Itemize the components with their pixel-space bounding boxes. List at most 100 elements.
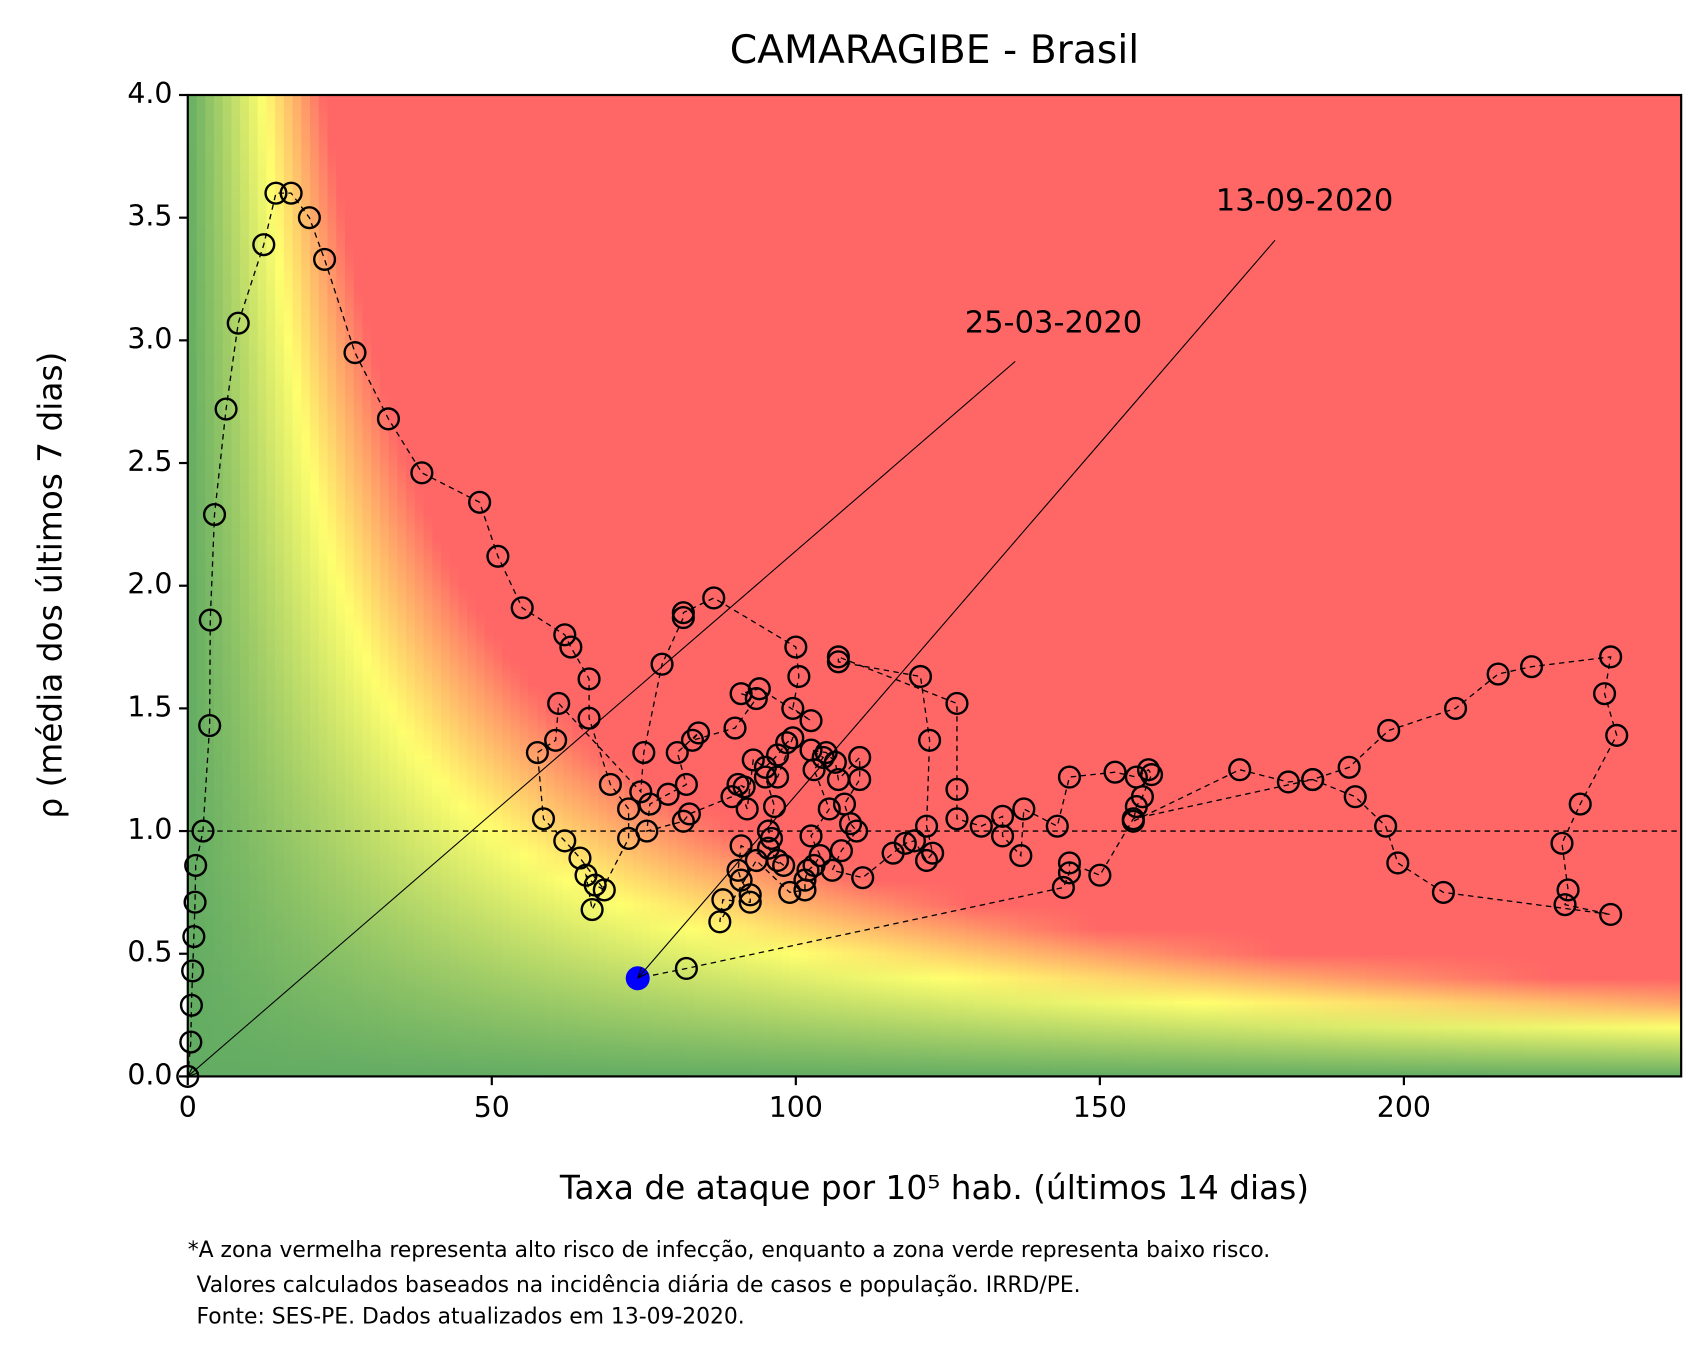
point xyxy=(553,829,577,853)
point xyxy=(671,809,695,833)
point xyxy=(510,596,534,620)
point xyxy=(656,782,680,806)
point xyxy=(598,772,622,797)
point xyxy=(1057,851,1082,875)
point xyxy=(632,740,656,765)
point xyxy=(1599,645,1623,669)
point xyxy=(1486,662,1510,686)
y-tick-label: 0.5 xyxy=(127,936,172,969)
point xyxy=(848,767,872,792)
point xyxy=(1605,723,1629,747)
point xyxy=(945,777,969,801)
point xyxy=(1301,767,1325,792)
point xyxy=(708,910,732,934)
point xyxy=(787,664,811,689)
point xyxy=(799,738,823,762)
point xyxy=(214,397,238,421)
point xyxy=(1124,794,1148,819)
point xyxy=(738,883,762,907)
point xyxy=(547,691,571,716)
chart-title: CAMARAGIBE - Brasil xyxy=(730,28,1140,73)
y-tick-label: 2.0 xyxy=(127,568,172,601)
point xyxy=(893,831,917,855)
point xyxy=(808,844,832,868)
point xyxy=(313,247,337,271)
point xyxy=(1520,655,1544,679)
point xyxy=(1568,792,1592,816)
point xyxy=(762,794,787,819)
point xyxy=(784,635,808,659)
point xyxy=(182,924,206,949)
point xyxy=(990,824,1015,848)
annotation-text: 13-09-2020 xyxy=(1216,183,1394,218)
point xyxy=(184,853,208,877)
point xyxy=(531,807,556,831)
point xyxy=(410,461,434,485)
point xyxy=(823,750,847,774)
point xyxy=(744,686,768,711)
point xyxy=(799,709,823,733)
point xyxy=(1121,807,1145,831)
point xyxy=(945,807,969,831)
point xyxy=(781,726,805,750)
x-tick-label: 0 xyxy=(179,1091,197,1124)
point xyxy=(650,652,674,676)
point xyxy=(772,853,796,877)
point xyxy=(1051,875,1075,900)
point xyxy=(753,765,777,789)
point xyxy=(544,728,568,752)
point xyxy=(914,814,939,838)
point xyxy=(376,407,400,431)
point xyxy=(635,819,659,843)
point xyxy=(226,311,250,335)
point xyxy=(726,858,750,882)
point xyxy=(1444,696,1468,720)
y-axis-label: ρ (média dos últimos 7 dias) xyxy=(31,352,69,819)
point xyxy=(921,841,945,865)
point xyxy=(686,721,711,745)
point xyxy=(1057,765,1082,789)
point xyxy=(1136,758,1161,782)
point xyxy=(671,601,695,625)
x-axis-label: Taxa de ataque por 10⁵ hab. (últimos 14 … xyxy=(559,1169,1309,1207)
point xyxy=(179,1030,203,1054)
x-tick-label: 150 xyxy=(1073,1091,1127,1124)
point xyxy=(1553,893,1577,917)
risk-background xyxy=(187,95,1682,1077)
point xyxy=(766,765,790,789)
point xyxy=(851,866,875,890)
point xyxy=(759,826,784,850)
point xyxy=(914,848,939,873)
point xyxy=(252,233,276,257)
point xyxy=(778,880,802,904)
point xyxy=(1431,880,1455,904)
y-tick-label: 1.5 xyxy=(127,690,172,723)
point xyxy=(908,664,933,689)
point xyxy=(829,839,854,863)
point xyxy=(1337,755,1361,779)
point xyxy=(1276,770,1300,794)
annotation-arrow xyxy=(638,239,1276,978)
point xyxy=(1599,902,1623,927)
point xyxy=(674,956,698,981)
y-tick-label: 3.5 xyxy=(127,200,172,233)
point xyxy=(817,797,841,821)
point xyxy=(674,772,698,797)
x-tick-label: 50 xyxy=(474,1091,510,1124)
point xyxy=(1057,861,1082,885)
point xyxy=(592,878,616,902)
point xyxy=(1045,814,1069,838)
point xyxy=(735,797,759,821)
point xyxy=(726,772,750,797)
point xyxy=(202,502,227,527)
point xyxy=(738,890,762,914)
x-tick-label: 200 xyxy=(1377,1091,1431,1124)
point xyxy=(744,848,768,873)
y-tick-label: 1.0 xyxy=(127,813,172,846)
point xyxy=(638,792,662,816)
point xyxy=(729,682,753,706)
point xyxy=(902,829,926,853)
y-tick-label: 3.0 xyxy=(127,322,172,355)
